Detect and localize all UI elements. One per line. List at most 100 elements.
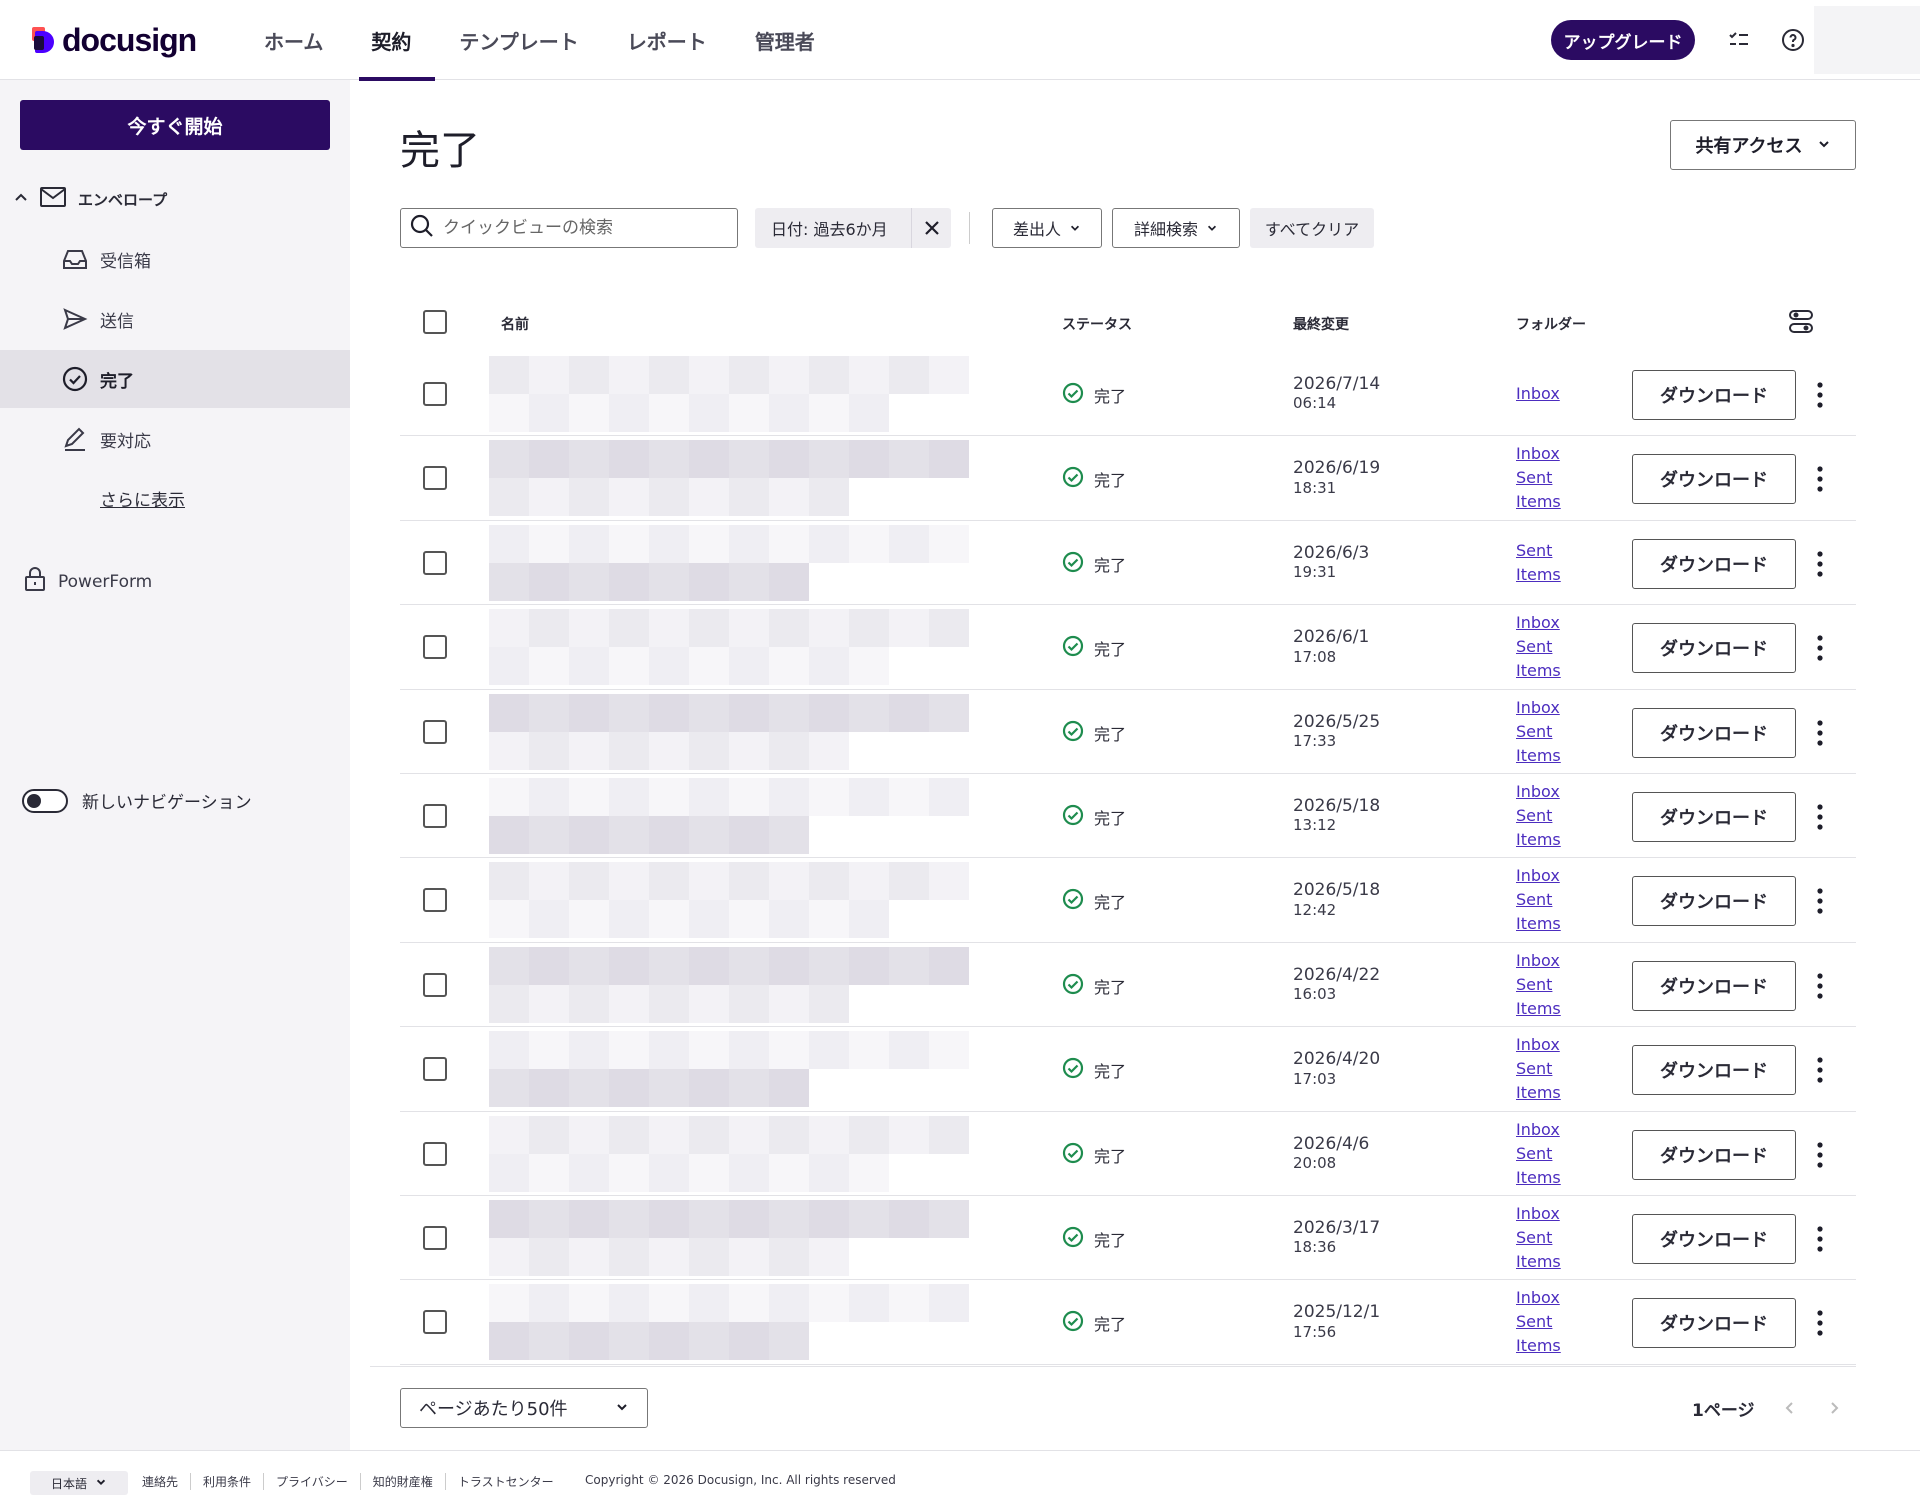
footer-link-ip[interactable]: 知的財産権	[359, 1473, 445, 1490]
download-button[interactable]: ダウンロード	[1632, 538, 1796, 589]
redacted-envelope-name[interactable]	[489, 605, 969, 689]
next-page-icon[interactable]	[1822, 1396, 1846, 1420]
folder-link[interactable]: Sent	[1516, 1143, 1553, 1163]
download-button[interactable]: ダウンロード	[1632, 370, 1796, 420]
more-options-icon[interactable]	[1810, 378, 1830, 412]
table-row[interactable]: 完了 2026/7/14 06:14 Inbox ダウンロード	[400, 352, 1856, 437]
row-checkbox[interactable]	[423, 382, 447, 406]
folder-link[interactable]: Items	[1516, 914, 1561, 934]
previous-page-icon[interactable]	[1778, 1396, 1802, 1420]
table-row[interactable]: 完了 2026/3/17 18:36 Inbox Sent Items ダウンロード	[400, 1196, 1856, 1281]
redacted-envelope-name[interactable]	[489, 436, 969, 520]
more-options-icon[interactable]	[1810, 462, 1830, 496]
column-header-name[interactable]: 名前	[501, 317, 529, 333]
tab-admin[interactable]: 管理者	[754, 29, 815, 54]
row-checkbox[interactable]	[423, 803, 447, 828]
search-input[interactable]	[443, 218, 723, 238]
more-options-icon[interactable]	[1810, 884, 1830, 918]
download-button[interactable]: ダウンロード	[1632, 1045, 1796, 1096]
folder-link[interactable]: Sent	[1516, 974, 1553, 994]
folder-link[interactable]: Items	[1516, 661, 1561, 681]
more-options-icon[interactable]	[1810, 1222, 1830, 1256]
folder-link[interactable]: Inbox	[1516, 1288, 1560, 1308]
column-header-status[interactable]: ステータス	[1062, 317, 1132, 333]
row-checkbox[interactable]	[423, 888, 447, 913]
footer-link-contact[interactable]: 連絡先	[142, 1475, 179, 1489]
user-avatar[interactable]	[1814, 6, 1920, 74]
more-options-icon[interactable]	[1810, 1053, 1830, 1087]
folder-link[interactable]: Inbox	[1516, 444, 1560, 464]
sidebar-item-completed[interactable]: 完了	[0, 350, 350, 408]
row-checkbox[interactable]	[423, 550, 447, 575]
row-checkbox[interactable]	[423, 635, 447, 660]
start-now-button[interactable]: 今すぐ開始	[20, 100, 330, 150]
row-checkbox[interactable]	[423, 1057, 447, 1082]
redacted-envelope-name[interactable]	[489, 690, 969, 774]
download-button[interactable]: ダウンロード	[1632, 1213, 1796, 1264]
download-button[interactable]: ダウンロード	[1632, 1298, 1796, 1349]
download-button[interactable]: ダウンロード	[1632, 791, 1796, 842]
more-options-icon[interactable]	[1810, 969, 1830, 1003]
language-selector[interactable]: 日本語	[30, 1471, 128, 1495]
download-button[interactable]: ダウンロード	[1632, 623, 1796, 674]
folder-link[interactable]: Inbox	[1516, 866, 1560, 886]
table-row[interactable]: 完了 2026/4/6 20:08 Inbox Sent Items ダウンロード	[400, 1112, 1856, 1196]
redacted-envelope-name[interactable]	[489, 1280, 969, 1364]
shared-access-dropdown[interactable]: 共有アクセス	[1670, 120, 1856, 170]
column-settings-icon[interactable]	[1788, 308, 1814, 340]
redacted-envelope-name[interactable]	[489, 774, 969, 858]
row-checkbox[interactable]	[423, 1310, 447, 1335]
date-filter-chip[interactable]: 日付: 過去6か月	[755, 208, 951, 248]
folder-link[interactable]: Sent	[1516, 890, 1553, 910]
tab-reports[interactable]: レポート	[626, 29, 707, 54]
more-options-icon[interactable]	[1810, 800, 1830, 834]
upgrade-button[interactable]: アップグレード	[1551, 20, 1695, 60]
download-button[interactable]: ダウンロード	[1632, 707, 1796, 758]
sidebar-item-action-required[interactable]: 要対応	[0, 410, 350, 468]
redacted-envelope-name[interactable]	[489, 858, 969, 942]
folder-link[interactable]: Sent	[1516, 721, 1553, 741]
download-button[interactable]: ダウンロード	[1632, 876, 1796, 927]
table-row[interactable]: 完了 2026/4/20 17:03 Inbox Sent Items ダウンロード	[400, 1027, 1856, 1112]
more-options-icon[interactable]	[1810, 1138, 1830, 1172]
table-row[interactable]: 完了 2026/5/25 17:33 Inbox Sent Items ダウンロード	[400, 690, 1856, 774]
more-options-icon[interactable]	[1810, 631, 1830, 665]
column-header-modified[interactable]: 最終変更	[1293, 317, 1349, 333]
folder-link[interactable]: Inbox	[1516, 1203, 1560, 1223]
download-button[interactable]: ダウンロード	[1632, 960, 1796, 1011]
folder-link[interactable]: Inbox	[1516, 613, 1560, 633]
folder-link[interactable]: Sent	[1516, 805, 1553, 825]
sender-dropdown[interactable]: 差出人	[992, 208, 1102, 248]
select-all-checkbox[interactable]	[423, 310, 447, 334]
clear-all-button[interactable]: すべてクリア	[1250, 208, 1374, 248]
download-button[interactable]: ダウンロード	[1632, 1129, 1796, 1180]
tab-home[interactable]: ホーム	[264, 29, 324, 54]
folder-link[interactable]: Inbox	[1516, 1119, 1560, 1139]
footer-link-trust-center[interactable]: トラストセンター	[444, 1473, 566, 1490]
folder-link[interactable]: Sent	[1516, 540, 1553, 560]
new-navigation-toggle[interactable]: 新しいナビゲーション	[22, 788, 252, 813]
tab-agreements[interactable]: 契約	[347, 0, 436, 81]
column-header-folder[interactable]: フォルダー	[1516, 317, 1586, 333]
show-more-link[interactable]: さらに表示	[100, 491, 185, 511]
envelopes-section-toggle[interactable]: エンベロープ	[14, 182, 167, 216]
row-checkbox[interactable]	[423, 466, 447, 491]
table-row[interactable]: 完了 2025/12/1 17:56 Inbox Sent Items ダウンロード	[400, 1280, 1856, 1365]
sidebar-item-inbox[interactable]: 受信箱	[0, 230, 350, 288]
footer-link-privacy[interactable]: プライバシー	[263, 1473, 360, 1490]
more-options-icon[interactable]	[1810, 547, 1830, 581]
advanced-search-dropdown[interactable]: 詳細検索	[1112, 208, 1240, 248]
folder-link[interactable]: Inbox	[1516, 781, 1560, 801]
per-page-dropdown[interactable]: ページあたり50件	[400, 1388, 648, 1428]
table-row[interactable]: 完了 2026/6/1 17:08 Inbox Sent Items ダウンロード	[400, 605, 1856, 690]
redacted-envelope-name[interactable]	[489, 521, 969, 605]
folder-link[interactable]: Items	[1516, 564, 1561, 584]
table-row[interactable]: 完了 2026/6/19 18:31 Inbox Sent Items ダウンロード	[400, 436, 1856, 521]
folder-link[interactable]: Items	[1516, 998, 1561, 1018]
folder-link[interactable]: Inbox	[1516, 384, 1560, 403]
footer-link-terms[interactable]: 利用条件	[190, 1473, 263, 1490]
folder-link[interactable]: Items	[1516, 745, 1561, 765]
redacted-envelope-name[interactable]	[489, 352, 969, 436]
folder-link[interactable]: Inbox	[1516, 697, 1560, 717]
checklist-icon[interactable]	[1726, 27, 1752, 53]
